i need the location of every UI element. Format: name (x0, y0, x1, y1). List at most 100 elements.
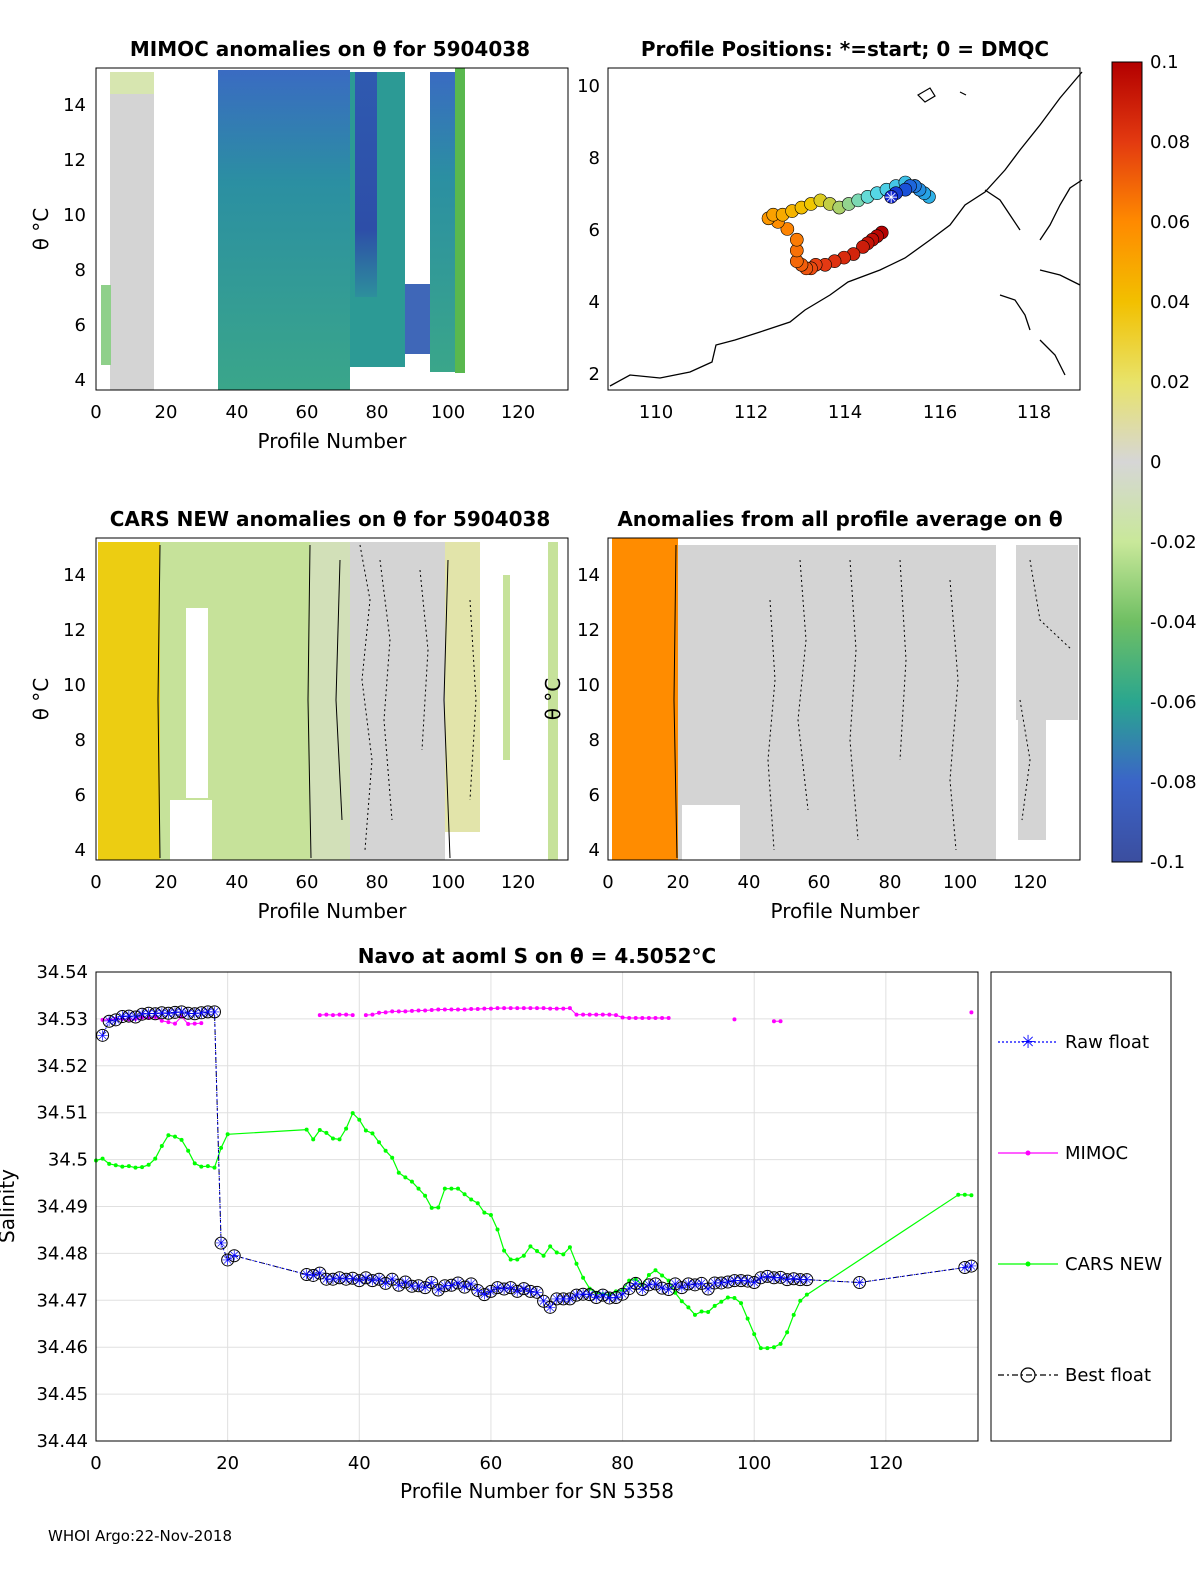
raw-float-point: ✳ (209, 1005, 221, 1021)
allavg-contours (673, 544, 678, 859)
allavg-xtick: 0 (602, 872, 613, 893)
colorbar-tick: 0 (1150, 452, 1161, 473)
cars-panel: CARS NEW anomalies on θ for 5904038 0 20… (29, 507, 569, 923)
cars-point (436, 1205, 441, 1210)
raw-float-point: ✳ (413, 1279, 425, 1295)
best-float-point (214, 1236, 228, 1250)
best-float-point (175, 1005, 189, 1019)
cars-point (798, 1298, 803, 1303)
cars-point (350, 1111, 355, 1116)
salinity-title: Navo at aoml S on θ = 4.5052°C (358, 944, 716, 968)
mimoc-ytick: 10 (63, 205, 86, 226)
coastline (917, 87, 967, 103)
cars-point (205, 1164, 210, 1169)
best-float-point (655, 1281, 669, 1295)
positions-markers: ✳ (761, 175, 936, 276)
best-float-point (648, 1277, 662, 1291)
raw-float-point: ✳ (182, 1006, 194, 1022)
best-float-point (471, 1283, 485, 1297)
best-float-point (109, 1013, 123, 1027)
best-float-point (774, 1270, 788, 1284)
mimoc-ylabel: θ °C (29, 208, 53, 251)
raw-float-point: ✳ (531, 1285, 543, 1301)
cars-point (462, 1192, 467, 1197)
raw-float-point: ✳ (301, 1268, 313, 1284)
cars-point (199, 1164, 204, 1169)
raw-float-point: ✳ (656, 1281, 668, 1297)
cars-point (554, 1250, 559, 1255)
best-float-point (760, 1269, 774, 1283)
cars-point (423, 1193, 428, 1198)
raw-float-point: ✳ (538, 1294, 550, 1310)
cars-ytick: 6 (75, 785, 86, 806)
cars-point (528, 1244, 533, 1249)
start-star-icon: ✳ (884, 188, 897, 207)
cars-point (317, 1128, 322, 1133)
allavg-ytick: 10 (577, 675, 600, 696)
cars-point (212, 1165, 217, 1170)
salinity-chart: Navo at aoml S on θ = 4.5052°C ✳✳✳✳✳✳✳✳✳… (0, 944, 979, 1503)
legend-item-mimoc: MIMOC (998, 1143, 1128, 1164)
mimoc-ytick: 12 (63, 150, 86, 171)
raw-float-point: ✳ (788, 1272, 800, 1288)
colorbar-gradient (1111, 61, 1143, 863)
mimoc-field (101, 68, 465, 390)
cars-point (495, 1227, 500, 1232)
raw-float-point: ✳ (775, 1270, 787, 1286)
best-float-point (194, 1006, 208, 1020)
raw-float-point: ✳ (321, 1272, 333, 1288)
raw-float-point: ✳ (367, 1274, 379, 1290)
mimoc-point (646, 1015, 651, 1020)
best-float-point (392, 1278, 406, 1292)
cars-point (548, 1244, 553, 1249)
best-float-point (708, 1276, 722, 1290)
cars-point (646, 1272, 651, 1277)
raw-float-point: ✳ (643, 1278, 655, 1294)
raw-float-point: ✳ (551, 1292, 563, 1308)
salinity-xtick: 80 (611, 1453, 634, 1474)
cars-point (561, 1252, 566, 1257)
cars-ytick: 4 (75, 840, 86, 861)
best-float-point (431, 1283, 445, 1297)
mimoc-point (199, 1021, 204, 1026)
legend-item-raw-float: ✳ Raw float (998, 1032, 1149, 1053)
cars-point (725, 1295, 730, 1300)
best-float-point (675, 1281, 689, 1295)
positions-title: Profile Positions: *=start; 0 = DMQC (641, 37, 1049, 61)
best-float-point (563, 1292, 577, 1306)
cars-point (469, 1197, 474, 1202)
positions-xtick: 114 (828, 402, 862, 423)
positions-panel: Profile Positions: *=start; 0 = DMQC ✳ 1… (577, 37, 1083, 423)
raw-float-point: ✳ (478, 1288, 490, 1304)
raw-float-point: ✳ (432, 1283, 444, 1299)
mimoc-point (363, 1013, 368, 1018)
mimoc-point (475, 1007, 480, 1012)
best-float-point (602, 1291, 616, 1305)
mimoc-ytick: 4 (75, 370, 86, 391)
allavg-ytick: 8 (589, 730, 600, 751)
raw-float-point: ✳ (426, 1275, 438, 1291)
cars-point (962, 1192, 967, 1197)
allavg-ylabel: θ °C (541, 678, 565, 721)
cars-point (686, 1305, 691, 1310)
salinity-ytick: 34.54 (36, 962, 88, 983)
raw-float-point: ✳ (676, 1281, 688, 1297)
allavg-ytick: 4 (589, 840, 600, 861)
raw-float-point: ✳ (439, 1279, 451, 1295)
raw-float-point: ✳ (630, 1276, 642, 1292)
mimoc-point (771, 1019, 776, 1024)
best-float-point (168, 1005, 182, 1019)
raw-float-point: ✳ (353, 1274, 365, 1290)
cars-point (357, 1117, 362, 1122)
mimoc-point (324, 1012, 329, 1017)
legend-item-cars-new: CARS NEW (998, 1254, 1162, 1275)
salinity-ytick: 34.52 (36, 1056, 88, 1077)
salinity-ytick: 34.51 (36, 1103, 88, 1124)
best-float-point (155, 1006, 169, 1020)
dot-marker-icon (1025, 1261, 1031, 1267)
cars-point (653, 1268, 658, 1273)
positions-xtick: 118 (1017, 402, 1051, 423)
mimoc-point (344, 1012, 349, 1017)
mimoc-xticks: 0 20 40 60 80 100 120 (90, 402, 535, 423)
mimoc-point (456, 1007, 461, 1012)
